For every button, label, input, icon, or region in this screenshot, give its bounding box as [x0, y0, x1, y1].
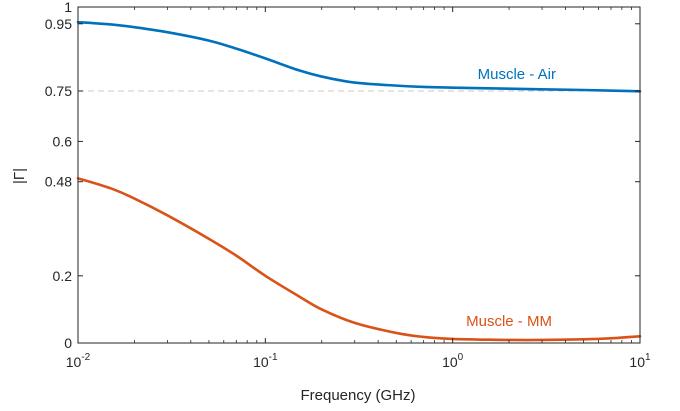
y-axis-label: |Γ|: [11, 168, 28, 184]
y-tick-label: 0.48: [45, 174, 72, 190]
y-tick-label: 0.6: [53, 133, 73, 149]
series-line-muscle-air: [76, 20, 642, 93]
x-tick-label: 100: [442, 352, 464, 370]
plot-frame: [77, 6, 641, 344]
x-tick-base: 10: [66, 354, 82, 370]
x-tick-exponent: 0: [458, 352, 464, 363]
x-tick-base: 10: [442, 354, 458, 370]
x-tick-exponent: -2: [81, 352, 90, 363]
label-layer: Muscle - Air Muscle - MM: [466, 66, 556, 330]
y-tick-label: 0.95: [45, 16, 72, 32]
x-axis-label: Frequency (GHz): [300, 387, 415, 404]
x-tick-base: 10: [253, 354, 269, 370]
y-tick-label: 0.75: [45, 83, 72, 99]
x-tick-exponent: 1: [645, 352, 651, 363]
x-tick-exponent: -1: [269, 352, 278, 363]
x-tick-label: 10-1: [253, 352, 278, 370]
series-line-muscle-mm: [76, 177, 642, 342]
y-tick-label: 1: [64, 0, 72, 15]
y-tick-label: 0.2: [53, 268, 73, 284]
series-label-muscle-air: Muscle - Air: [478, 66, 556, 83]
x-tick-base: 10: [629, 354, 645, 370]
x-tick-label: 101: [629, 352, 651, 370]
y-tick-label: 0: [64, 335, 72, 351]
series-layer: [76, 20, 642, 342]
series-label-muscle-mm: Muscle - MM: [466, 313, 552, 330]
x-tick-label: 10-2: [66, 352, 91, 370]
